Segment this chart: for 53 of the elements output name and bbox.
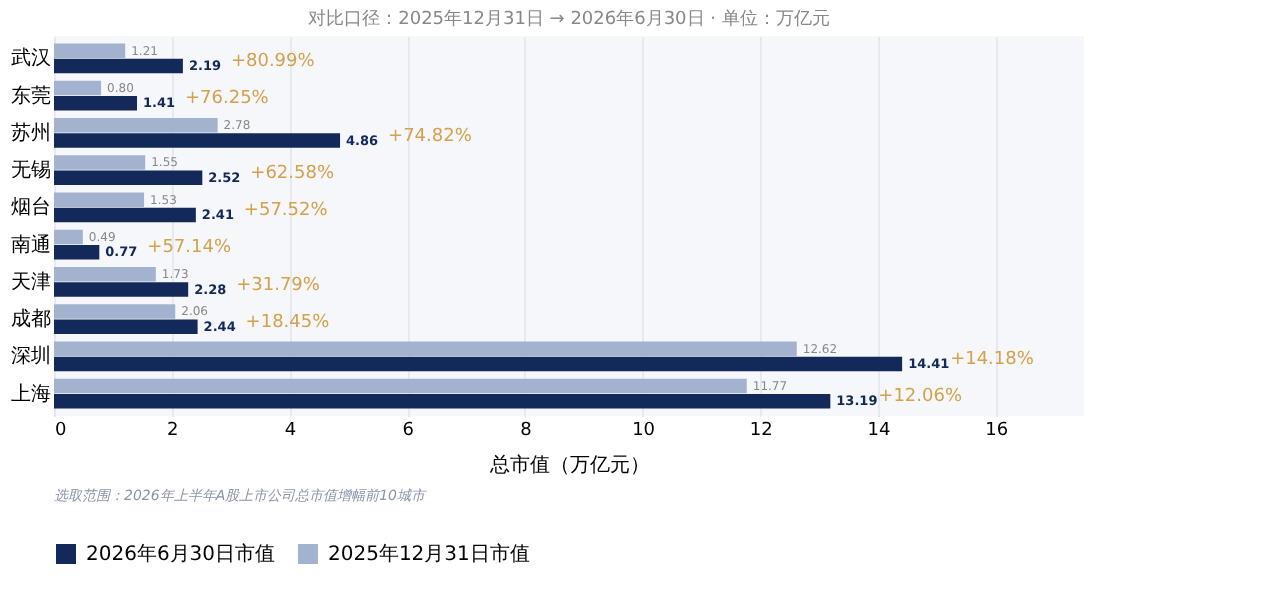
annotation: +57.52% (243, 201, 329, 222)
annotation: +76.25% (184, 89, 270, 110)
bar (54, 378, 747, 394)
x-tick-label: 8 (520, 421, 533, 441)
bar (54, 117, 218, 133)
annotation: +14.18% (950, 350, 1035, 371)
y-tick-label: 上海 (11, 381, 51, 406)
annotation: +12.06% (878, 387, 963, 408)
legend-label: 2025年12月31日市值 (328, 542, 530, 566)
bar (54, 133, 341, 148)
x-tick-label: 0 (55, 421, 67, 441)
y-tick-label: 成都 (11, 307, 51, 332)
y-tick-label: 武汉 (11, 46, 51, 71)
bar (54, 266, 156, 282)
chart-subtitle: 对比口径：2025年12月31日 → 2026年6月30日 · 单位：万亿元 (308, 8, 830, 30)
bar (54, 282, 189, 297)
y-tick-label: 天津 (11, 269, 51, 294)
x-tick-label: 2 (166, 421, 179, 441)
y-tick-label: 烟台 (11, 195, 51, 220)
bar (54, 155, 146, 170)
bar (54, 43, 126, 58)
bar (54, 58, 183, 74)
x-tick-label: 4 (284, 421, 297, 441)
bar (54, 245, 100, 260)
annotation: +57.14% (147, 238, 232, 259)
x-tick-label: 10 (632, 421, 656, 441)
x-tick-label: 6 (402, 421, 415, 441)
annotation: +18.45% (245, 312, 331, 333)
bar (54, 356, 903, 372)
x-tick-label: 12 (749, 421, 773, 441)
annotation: +74.82% (388, 126, 473, 147)
y-tick-label: 苏州 (11, 120, 51, 145)
bar (54, 394, 831, 409)
y-tick-label: 南通 (11, 232, 51, 257)
bar (54, 229, 83, 245)
y-tick-label: 深圳 (11, 344, 51, 369)
annotation: +62.58% (250, 163, 335, 184)
annotation: +31.79% (236, 275, 321, 296)
bar (54, 80, 102, 96)
annotation: +80.99% (230, 51, 316, 72)
x-axis-title: 总市值（万亿元） (488, 453, 650, 477)
bar (54, 95, 137, 111)
y-tick-label: 无锡 (11, 160, 51, 183)
x-tick-label: 14 (867, 421, 891, 441)
legend-label: 2026年6月30日市值 (86, 542, 276, 566)
bar (54, 319, 198, 335)
y-tick-label: 东莞 (11, 83, 51, 108)
x-tick-label: 16 (985, 421, 1009, 441)
bar (54, 170, 203, 186)
bar (54, 192, 145, 207)
bar (54, 341, 797, 357)
bar (54, 207, 196, 223)
bar (54, 304, 176, 319)
